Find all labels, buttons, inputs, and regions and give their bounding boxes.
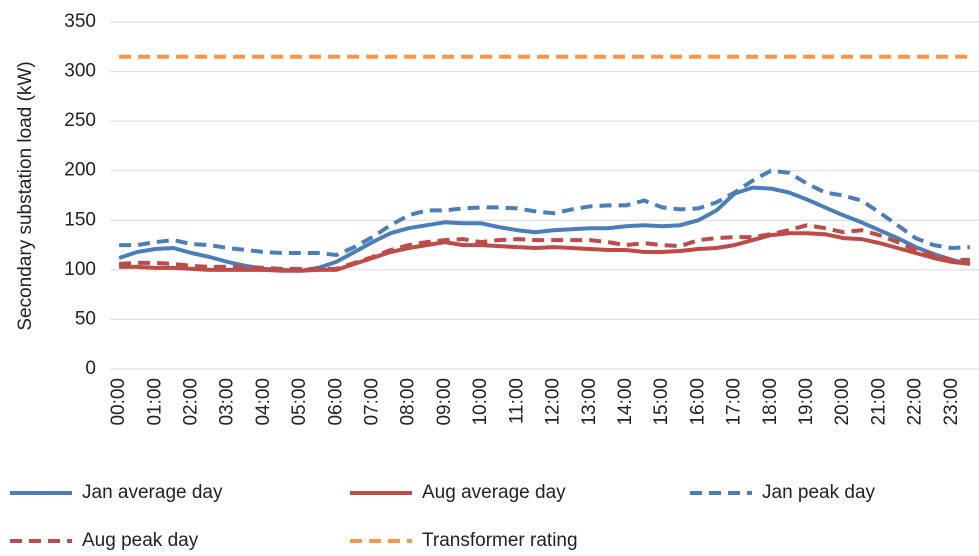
x-tick-label: 13:00 [579, 378, 600, 426]
x-tick-label: 23:00 [941, 378, 962, 426]
series-line [118, 185, 971, 273]
y-tick-label: 350 [64, 11, 96, 32]
x-tick-label: 18:00 [760, 378, 781, 426]
x-tick-label: 14:00 [615, 378, 636, 426]
x-tick-label: 06:00 [325, 378, 346, 426]
x-tick-label: 01:00 [144, 378, 165, 426]
x-tick-label: 04:00 [253, 378, 274, 426]
x-tick-label: 11:00 [506, 378, 527, 424]
y-tick-label: 150 [64, 209, 96, 230]
x-tick-label: 09:00 [434, 378, 455, 426]
legend-label: Aug peak day [82, 530, 199, 551]
x-tick-label: 00:00 [108, 378, 129, 426]
series-line [119, 168, 970, 257]
y-tick-label: 100 [64, 259, 96, 280]
y-axis-label: Secondary substation load (kW) [15, 61, 36, 330]
x-tick-label: 02:00 [180, 378, 201, 426]
x-tick-label: 05:00 [289, 378, 310, 426]
x-tick-label: 20:00 [832, 378, 853, 426]
x-tick-label: 12:00 [543, 378, 564, 426]
x-tick-label: 22:00 [905, 378, 926, 426]
x-tick-label: 03:00 [217, 378, 238, 426]
x-tick-label: 10:00 [470, 378, 491, 426]
y-tick-label: 200 [64, 160, 96, 181]
legend-label: Jan average day [82, 482, 223, 503]
x-tick-label: 07:00 [362, 378, 383, 426]
legend-label: Aug average day [422, 482, 566, 503]
series-line [118, 223, 970, 271]
y-tick-label: 250 [64, 110, 96, 131]
series-line [119, 231, 971, 273]
x-tick-label: 08:00 [398, 378, 419, 426]
y-tick-label: 300 [64, 61, 96, 82]
x-tick-label: 15:00 [651, 378, 672, 426]
legend-label: Jan peak day [762, 482, 876, 503]
legend-label: Transformer rating [422, 530, 578, 551]
y-tick-label: 50 [75, 308, 96, 329]
x-tick-label: 21:00 [868, 378, 889, 426]
x-tick-label: 16:00 [687, 378, 708, 426]
x-tick-label: 19:00 [796, 378, 817, 426]
x-tick-label: 17:00 [724, 378, 745, 426]
y-tick-label: 0 [85, 358, 96, 379]
